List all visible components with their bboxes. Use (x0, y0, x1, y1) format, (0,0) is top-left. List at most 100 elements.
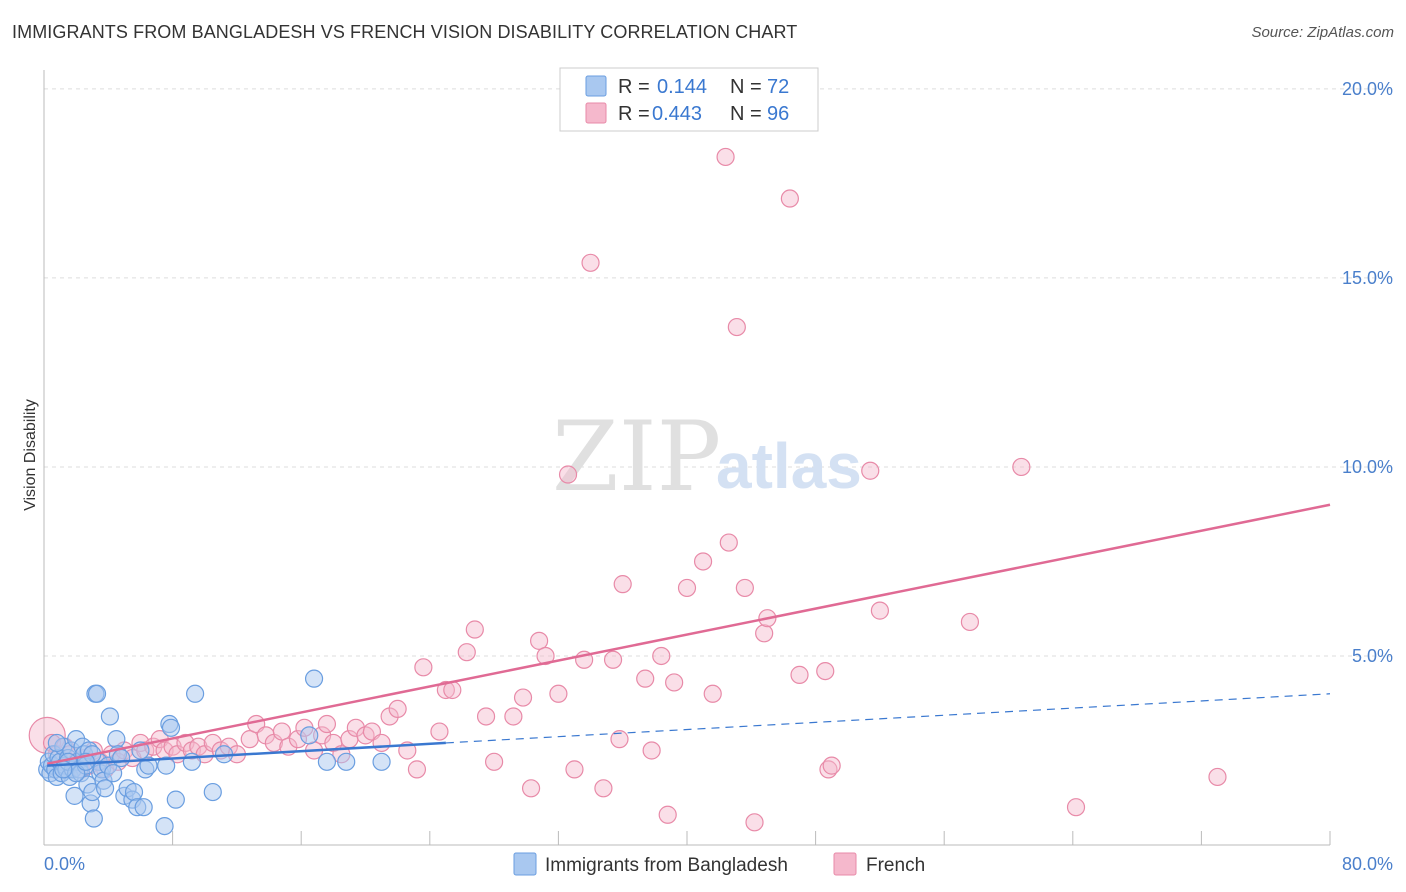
french-point (870, 601, 890, 620)
french-point (504, 707, 523, 726)
legend-label-french: French (866, 855, 925, 876)
bangladesh-point (166, 790, 185, 809)
watermark-atlas: atlas (716, 430, 862, 502)
x-tick-label-min: 0.0% (44, 854, 85, 874)
watermark: ZIP atlas (552, 401, 862, 513)
legend-n-label-french: N = (730, 103, 762, 125)
french-point (755, 624, 774, 643)
bangladesh-point (112, 748, 131, 768)
french-point (780, 189, 799, 208)
french-point (513, 688, 533, 707)
french-point (372, 733, 391, 753)
french-point (658, 805, 677, 824)
legend-n-value-bangladesh: 72 (767, 76, 789, 98)
french-point (613, 575, 632, 594)
bangladesh-point (84, 809, 103, 828)
y-axis-label: Vision Disability (22, 399, 39, 511)
french-point (636, 669, 655, 688)
legend-stats: R = 0.144 N = 72 R = 0.443 N = 96 (559, 67, 819, 132)
bangladesh-point (372, 752, 391, 771)
legend-n-label-bangladesh: N = (730, 76, 762, 98)
bangladesh-point (157, 756, 176, 775)
french-point (485, 752, 504, 771)
y-tick-label: 5.0% (1352, 646, 1393, 666)
legend-n-value-french: 96 (767, 103, 789, 125)
bangladesh-point (300, 726, 319, 745)
french-point (665, 673, 684, 692)
grid-lines (44, 88, 1393, 657)
french-point (719, 533, 738, 552)
x-tick-label-max: 80.0% (1342, 854, 1393, 874)
french-point (317, 714, 337, 734)
french-point (1208, 767, 1227, 787)
french-point (536, 646, 555, 666)
french-point (530, 631, 549, 650)
french-point (790, 665, 809, 684)
french-point (430, 722, 449, 741)
french-point (388, 699, 407, 719)
bangladesh-point (95, 779, 115, 798)
chart-title: IMMIGRANTS FROM BANGLADESH VS FRENCH VIS… (12, 22, 798, 42)
legend-series: Immigrants from Bangladesh French (513, 852, 925, 876)
legend-label-bangladesh: Immigrants from Bangladesh (545, 855, 788, 876)
y-tick-label: 15.0% (1342, 268, 1393, 288)
french-point (603, 650, 623, 669)
french-point (727, 317, 746, 337)
french-point (414, 658, 433, 677)
french-point (652, 646, 671, 666)
french-point (272, 722, 292, 741)
bangladesh-point (134, 798, 153, 817)
bangladesh-point (124, 782, 144, 802)
bangladesh-point (139, 756, 158, 775)
french-point (189, 737, 208, 756)
french-point (816, 661, 835, 681)
bangladesh-point (304, 669, 324, 688)
bangladesh-point (203, 782, 222, 802)
french-point (565, 760, 584, 779)
bangladesh-point (104, 764, 123, 783)
legend-stats-swatch-french (585, 102, 607, 124)
french-point (610, 730, 629, 749)
bangladesh-trend-line-extrapolated (445, 693, 1331, 744)
bangladesh-point (186, 684, 205, 703)
watermark-zip: ZIP (552, 401, 721, 513)
french-point (558, 465, 578, 484)
french-point (521, 779, 541, 798)
french-point (240, 730, 259, 749)
french-point (960, 612, 980, 632)
french-point (465, 620, 484, 639)
french-point (407, 760, 427, 779)
legend-r-label-bangladesh: R = (618, 76, 650, 98)
legend-r-label-french: R = (618, 103, 650, 125)
source-credit: Source: ZipAtlas.com (1251, 24, 1394, 41)
legend-swatch-bangladesh (513, 852, 537, 876)
french-point (716, 147, 735, 167)
bangladesh-point (47, 733, 66, 753)
bangladesh-trend-line (47, 741, 446, 767)
y-tick-label: 10.0% (1342, 457, 1393, 477)
legend-r-value-french: 0.443 (652, 103, 702, 125)
legend-r-value-bangladesh: 0.144 (657, 76, 707, 98)
bangladesh-point (161, 718, 181, 737)
bangladesh-point (107, 730, 126, 749)
x-axis-ticks (172, 831, 1331, 845)
french-point (436, 680, 455, 700)
trend-lines (46, 503, 1331, 767)
french-point (745, 813, 764, 832)
bangladesh-point (155, 816, 174, 836)
legend-stats-swatch-bangladesh (585, 75, 607, 97)
french-trend-line (46, 503, 1331, 765)
french-point (677, 578, 697, 598)
french-point (642, 741, 661, 760)
french-point (822, 756, 841, 775)
french-point (693, 552, 713, 571)
french-point (1012, 457, 1031, 477)
legend-swatch-french (833, 852, 857, 876)
bangladesh-point (65, 786, 84, 805)
bangladesh-point (337, 752, 356, 771)
bangladesh-point (87, 684, 107, 703)
french-point (476, 707, 496, 726)
french-point (594, 779, 613, 798)
french-point (549, 684, 568, 703)
